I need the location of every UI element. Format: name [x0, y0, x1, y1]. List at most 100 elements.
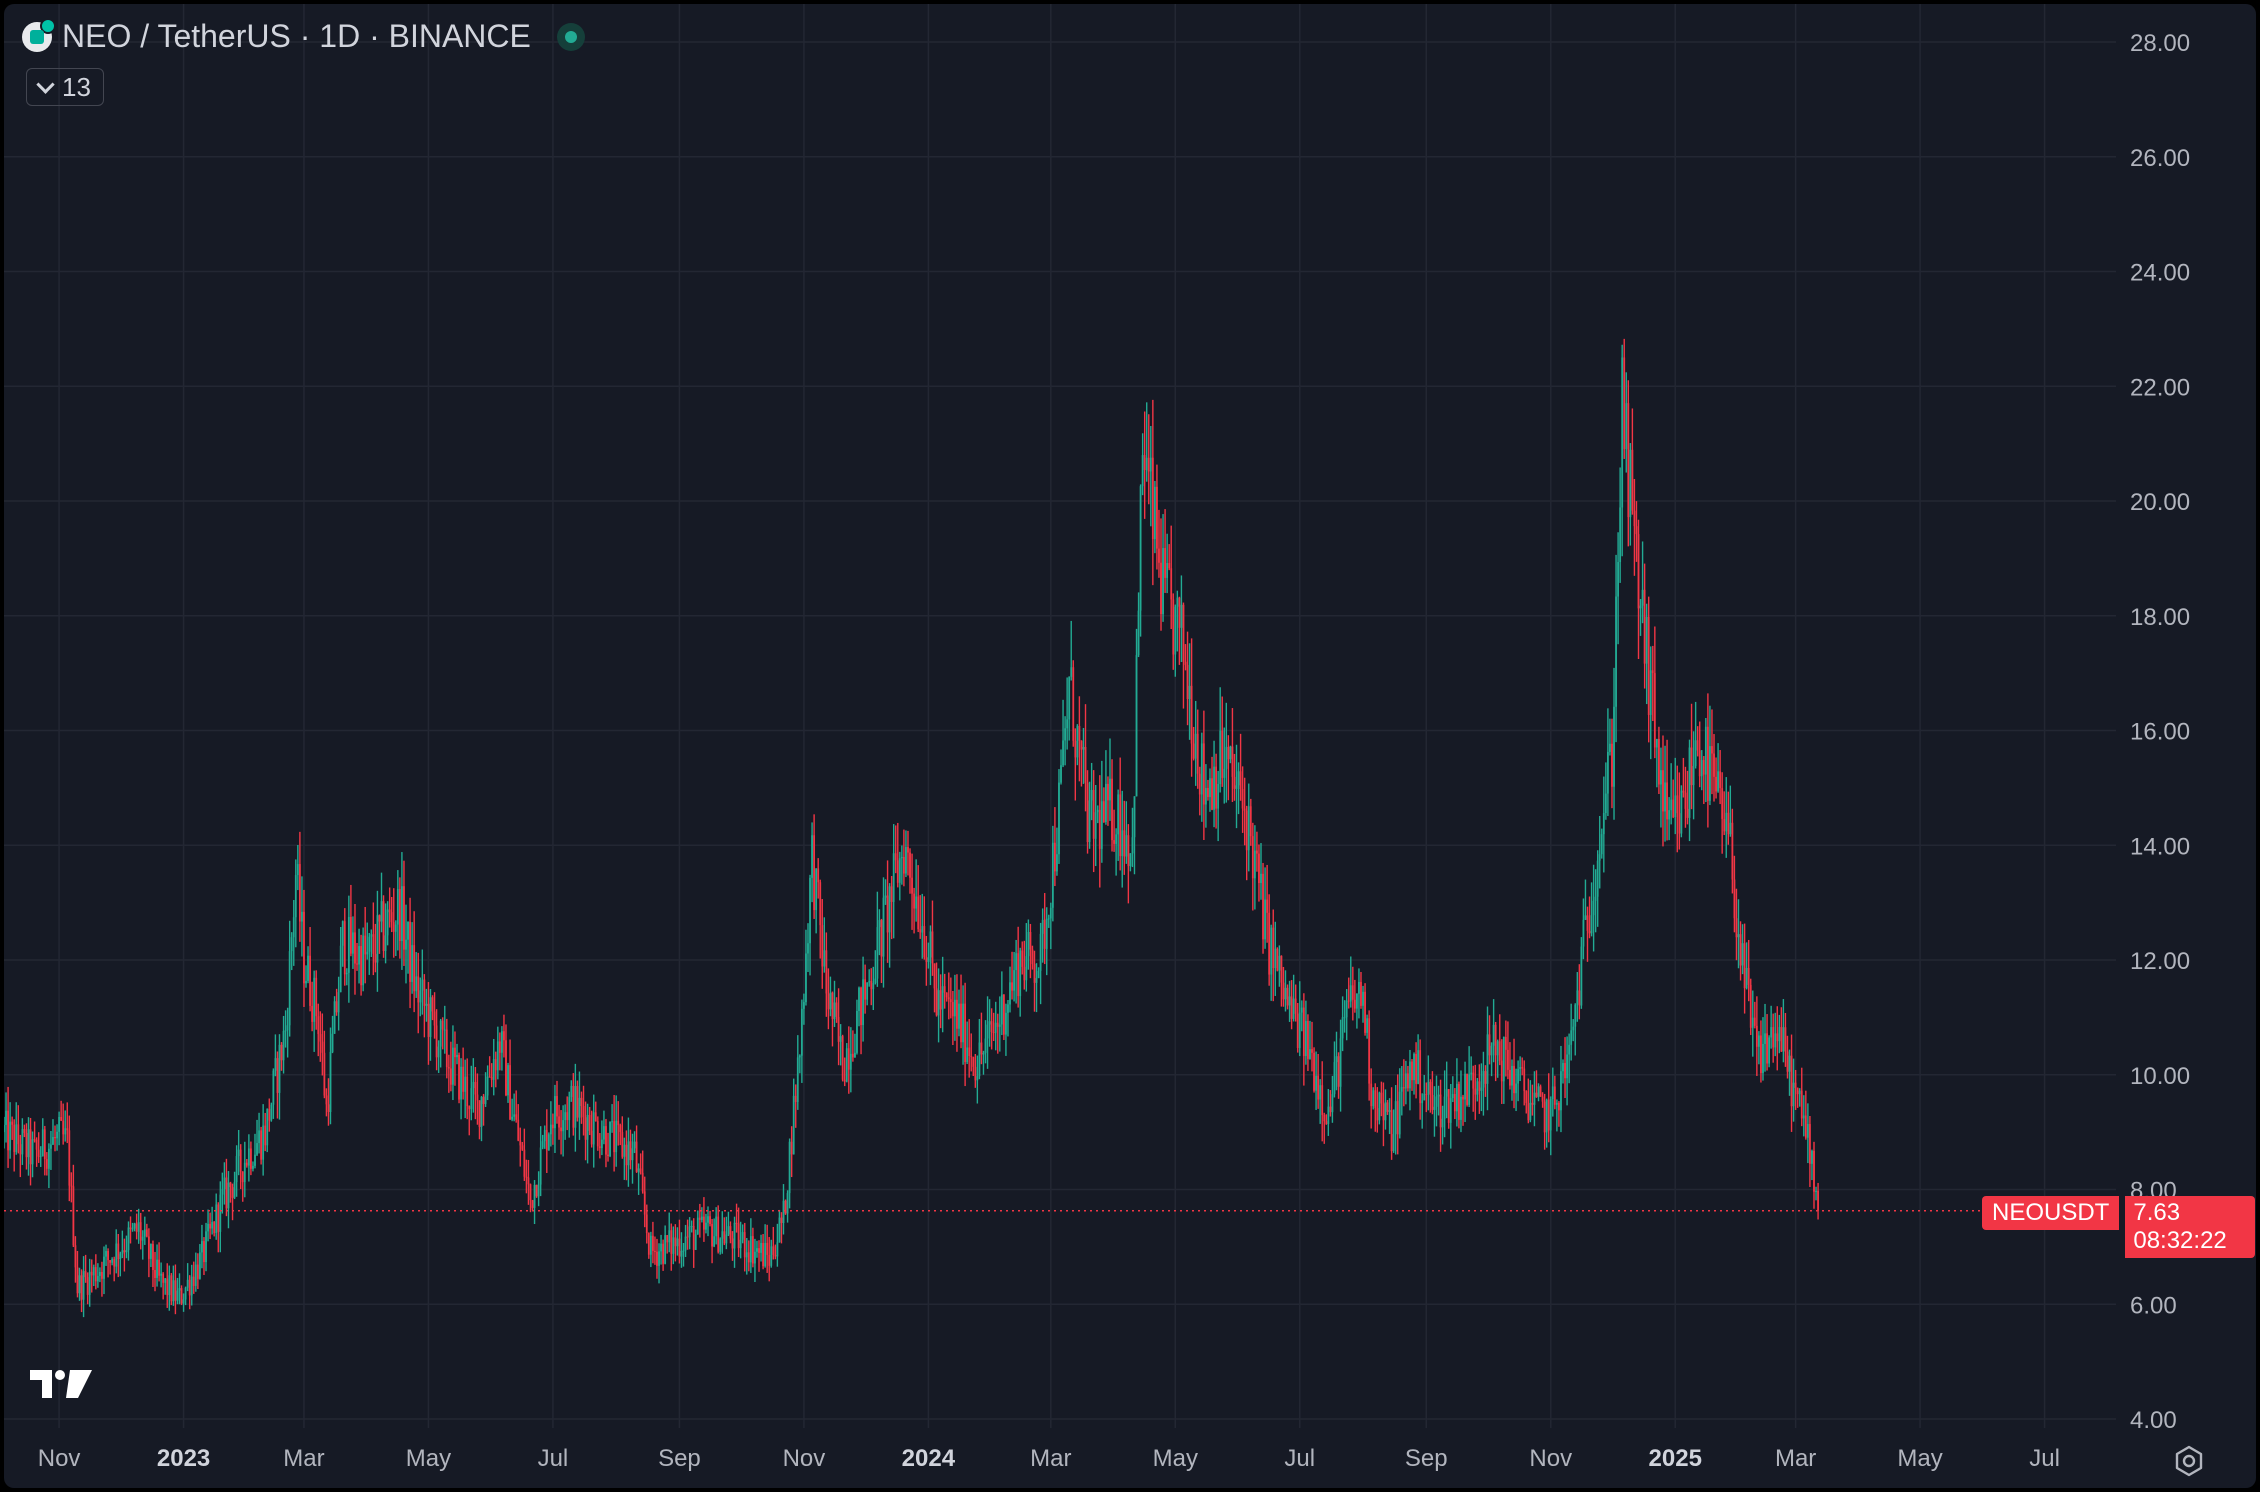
candle-body	[945, 992, 948, 998]
candle-body	[1598, 854, 1601, 861]
candle-body	[256, 1143, 258, 1155]
candle-body	[1502, 1036, 1505, 1082]
candle-body	[1111, 778, 1113, 841]
candle-body	[1507, 1049, 1509, 1070]
settings-icon[interactable]	[2172, 1444, 2206, 1478]
candle-body	[1082, 746, 1085, 750]
candle-body	[331, 1033, 334, 1052]
candle-body	[1364, 991, 1366, 1033]
candle-body	[1096, 809, 1099, 813]
candle-body	[652, 1235, 654, 1251]
indicator-count: 13	[62, 71, 91, 102]
candle-body	[1313, 1052, 1315, 1091]
candle-body	[394, 924, 397, 932]
candle-body	[1231, 746, 1234, 777]
candle-body	[1660, 770, 1662, 785]
candle-body	[1713, 753, 1715, 777]
candle-body	[1333, 1062, 1336, 1095]
candle-body	[929, 931, 932, 958]
candle-body	[705, 1222, 707, 1230]
candle-body	[254, 1154, 256, 1166]
candle-body	[833, 1002, 836, 1020]
candle-body	[1382, 1103, 1385, 1121]
candle-body	[1525, 1091, 1528, 1104]
tradingview-logo-icon[interactable]	[30, 1366, 94, 1402]
candle-body	[1225, 746, 1228, 769]
candle-body	[419, 990, 422, 1003]
candle-body	[37, 1149, 40, 1157]
candle-body	[264, 1125, 267, 1146]
candle-body	[1180, 604, 1183, 628]
x-tick-label: May	[1897, 1445, 1942, 1472]
candle-body	[1582, 919, 1585, 947]
candle-body	[1425, 1093, 1428, 1095]
candle-body	[252, 1165, 254, 1169]
candle-body	[1009, 982, 1011, 1005]
candle-body	[272, 1070, 275, 1105]
candle-body	[54, 1137, 56, 1139]
candle-body	[1639, 605, 1642, 609]
candle-body	[543, 1129, 546, 1142]
candle-body	[982, 1052, 985, 1055]
candle-body	[431, 997, 434, 1012]
candle-body	[623, 1144, 626, 1157]
candle-body	[417, 976, 420, 1003]
symbol-title[interactable]: NEO / TetherUS · 1D · BINANCE	[62, 18, 531, 54]
indicators-collapse-button[interactable]: 13	[26, 68, 104, 106]
candle-body	[1809, 1124, 1811, 1164]
x-tick-label: Jul	[2029, 1445, 2060, 1472]
candle-body	[19, 1144, 22, 1155]
candlestick-chart[interactable]: 4.006.008.0010.0012.0014.0016.0018.0020.…	[4, 4, 2256, 1488]
candle-body	[1602, 813, 1605, 835]
candle-body	[592, 1112, 595, 1145]
candle-body	[109, 1260, 112, 1263]
candle-body	[101, 1271, 103, 1279]
x-tick-label: May	[406, 1445, 451, 1472]
candle-body	[1521, 1067, 1524, 1069]
candle-body	[1441, 1118, 1444, 1128]
candle-body	[303, 911, 305, 984]
candle-body	[743, 1232, 746, 1258]
y-tick-label: 22.00	[2130, 374, 2190, 401]
candle-body	[870, 981, 873, 990]
candle-body	[547, 1134, 550, 1151]
candle-body	[768, 1254, 771, 1266]
candle-body	[739, 1239, 742, 1249]
candle-body	[1800, 1090, 1803, 1119]
candle-body	[1135, 655, 1138, 797]
y-tick-label: 10.00	[2130, 1063, 2190, 1090]
candle-body	[362, 935, 365, 986]
candle-body	[854, 1052, 856, 1058]
candle-body	[1107, 783, 1109, 801]
candle-body	[207, 1223, 209, 1232]
candle-body	[1045, 918, 1048, 949]
candle-body	[31, 1139, 34, 1165]
candle-body	[1462, 1096, 1464, 1100]
candle-body	[574, 1086, 577, 1128]
candle-body	[1243, 808, 1246, 811]
candle-body	[1356, 993, 1358, 1009]
candle-body	[905, 847, 907, 874]
candle-body	[1553, 1086, 1556, 1105]
y-tick-label: 6.00	[2130, 1292, 2177, 1319]
candle-body	[421, 979, 424, 991]
candle-body	[688, 1226, 691, 1238]
candle-body	[762, 1243, 764, 1267]
candle-body	[486, 1076, 489, 1096]
candle-body	[1627, 403, 1630, 518]
market-status-icon[interactable]	[556, 22, 585, 51]
candle-body	[15, 1124, 18, 1152]
candle-body	[1288, 996, 1291, 1006]
candle-body	[1715, 776, 1717, 792]
candle-body	[900, 856, 903, 859]
chart-frame: 4.00 6.00 8.00 10.00 12.00 14.00 16.00 18.00 20.…	[4, 4, 2256, 1488]
candle-body	[1280, 955, 1283, 983]
candle-body	[568, 1097, 571, 1121]
candle-body	[560, 1127, 562, 1132]
candle-body	[951, 1002, 954, 1017]
candle-body	[1102, 801, 1105, 823]
candle-body	[315, 977, 318, 1017]
candle-body	[1464, 1073, 1466, 1100]
candle-body	[1747, 967, 1750, 985]
candle-body	[902, 856, 905, 874]
